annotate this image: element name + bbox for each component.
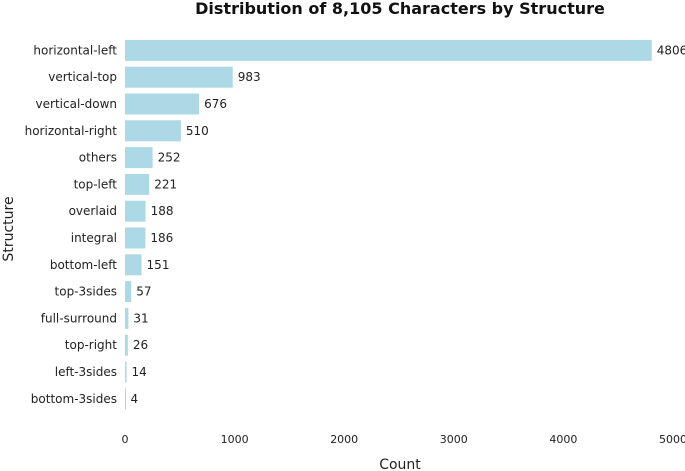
bar-vertical-down <box>125 93 200 115</box>
y-axis-label: Structure <box>1 196 17 261</box>
category-label: bottom-left <box>50 258 117 272</box>
bar-vertical-top <box>125 66 233 88</box>
bar-top-left <box>125 173 150 195</box>
bar-left-3sides <box>125 361 127 383</box>
value-labels: 4806 983 676 510 252 221 188 186 151 57 31 26 14 4 <box>130 43 685 405</box>
bar-top-right <box>125 334 128 356</box>
x-tick-labels: 0 1000 2000 3000 4000 5000 <box>122 433 685 446</box>
x-tick-label: 5000 <box>659 433 685 446</box>
value-label: 252 <box>158 151 181 165</box>
value-label: 510 <box>186 124 209 138</box>
category-label: full-surround <box>41 311 117 325</box>
value-label: 983 <box>238 70 261 84</box>
bars-layer <box>125 39 652 410</box>
x-tick-label: 0 <box>122 433 129 446</box>
bar-horizontal-left <box>125 39 652 61</box>
x-axis-label: Count <box>379 457 421 471</box>
category-label: others <box>79 151 117 165</box>
x-tick-label: 3000 <box>440 433 468 446</box>
bar-overlaid <box>125 200 146 222</box>
category-labels: horizontal-left vertical-top vertical-down… <box>25 43 118 405</box>
value-label: 221 <box>154 177 177 191</box>
value-label: 31 <box>133 311 148 325</box>
x-tick-label: 1000 <box>221 433 249 446</box>
category-label: vertical-top <box>48 70 117 84</box>
bar-others <box>125 147 153 169</box>
bar-bottom-3sides <box>125 388 126 410</box>
value-label: 676 <box>204 97 227 111</box>
category-label: bottom-3sides <box>31 392 117 406</box>
value-label: 26 <box>133 338 148 352</box>
category-label: top-left <box>74 177 118 191</box>
bar-full-surround <box>125 307 129 329</box>
x-tick-label: 2000 <box>330 433 358 446</box>
category-label: overlaid <box>69 204 117 218</box>
chart-title: Distribution of 8,105 Characters by Stru… <box>195 0 605 18</box>
value-label: 4806 <box>657 43 685 57</box>
x-tick-label: 4000 <box>549 433 577 446</box>
value-label: 188 <box>151 204 174 218</box>
category-label: vertical-down <box>36 97 117 111</box>
value-label: 4 <box>130 392 138 406</box>
category-label: left-3sides <box>55 365 117 379</box>
category-label: top-3sides <box>55 285 117 299</box>
value-label: 151 <box>147 258 170 272</box>
category-label: horizontal-right <box>25 124 118 138</box>
value-label: 14 <box>132 365 147 379</box>
value-label: 57 <box>136 285 151 299</box>
category-label: top-right <box>65 338 117 352</box>
bar-bottom-left <box>125 254 142 276</box>
bar-integral <box>125 227 146 249</box>
value-label: 186 <box>150 231 173 245</box>
bar-horizontal-right <box>125 120 181 142</box>
category-label: integral <box>71 231 117 245</box>
bar-top-3sides <box>125 281 132 303</box>
category-label: horizontal-left <box>33 43 117 57</box>
